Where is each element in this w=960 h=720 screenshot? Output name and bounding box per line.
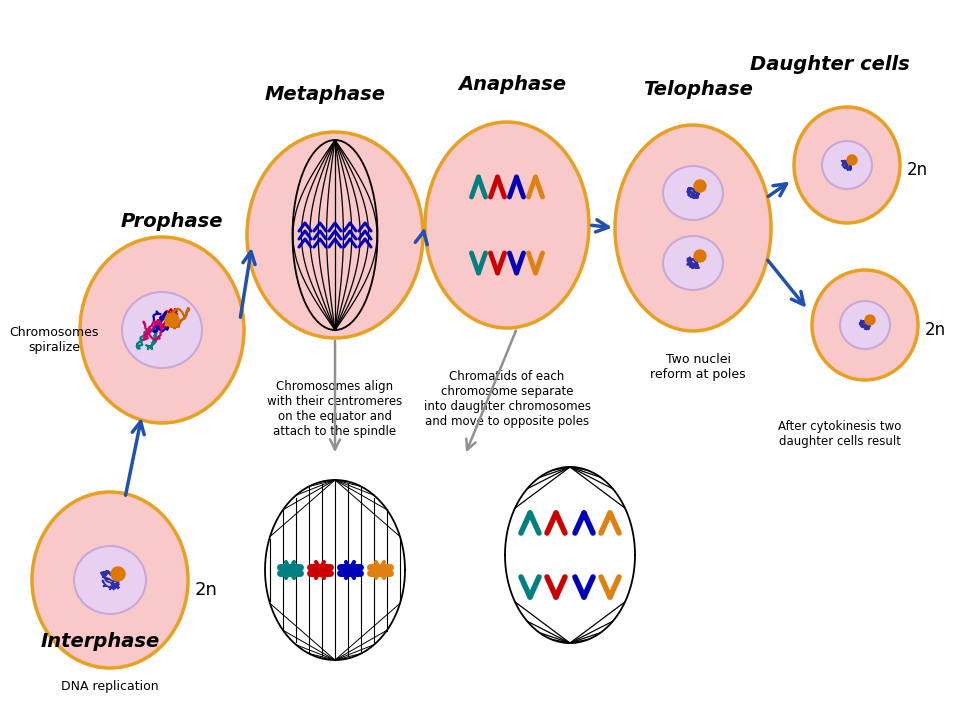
- Circle shape: [694, 180, 706, 192]
- Text: 2n: 2n: [925, 321, 947, 339]
- Ellipse shape: [425, 122, 589, 328]
- Ellipse shape: [80, 237, 244, 423]
- Text: 2n: 2n: [195, 581, 218, 599]
- Ellipse shape: [822, 141, 872, 189]
- Circle shape: [111, 567, 125, 581]
- Ellipse shape: [663, 166, 723, 220]
- Text: Metaphase: Metaphase: [265, 85, 386, 104]
- Text: 2n: 2n: [907, 161, 928, 179]
- Circle shape: [694, 250, 706, 262]
- Text: Telophase: Telophase: [643, 80, 753, 99]
- Text: Interphase: Interphase: [40, 632, 159, 651]
- Circle shape: [847, 155, 857, 165]
- Circle shape: [165, 313, 179, 327]
- Ellipse shape: [74, 546, 146, 614]
- Circle shape: [865, 315, 875, 325]
- Ellipse shape: [32, 492, 188, 668]
- Text: Chromosomes align
with their centromeres
on the equator and
attach to the spindl: Chromosomes align with their centromeres…: [268, 380, 402, 438]
- Ellipse shape: [794, 107, 900, 223]
- Text: Anaphase: Anaphase: [458, 75, 566, 94]
- Ellipse shape: [122, 292, 202, 368]
- Ellipse shape: [663, 236, 723, 290]
- Text: Daughter cells: Daughter cells: [750, 55, 910, 74]
- Ellipse shape: [615, 125, 771, 331]
- Text: Two nuclei
reform at poles: Two nuclei reform at poles: [650, 353, 746, 381]
- Text: After cytokinesis two
daughter cells result: After cytokinesis two daughter cells res…: [779, 420, 901, 448]
- Text: Chromosomes
spiralize: Chromosomes spiralize: [10, 326, 99, 354]
- Text: DNA replication: DNA replication: [61, 680, 158, 693]
- Ellipse shape: [840, 301, 890, 349]
- Ellipse shape: [812, 270, 918, 380]
- Text: Chromatids of each
chromosome separate
into daughter chromosomes
and move to opp: Chromatids of each chromosome separate i…: [423, 370, 590, 428]
- Ellipse shape: [247, 132, 423, 338]
- Text: Prophase: Prophase: [121, 212, 224, 231]
